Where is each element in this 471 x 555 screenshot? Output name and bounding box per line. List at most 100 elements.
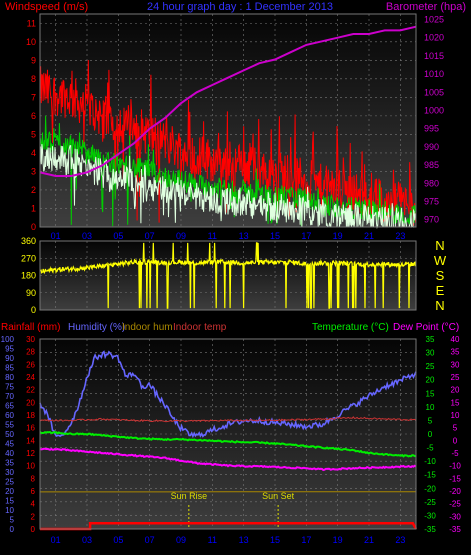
x-tick-label: 01 <box>51 535 61 545</box>
barometer-ticks: 970 975 980 985 990 995 1000 1005 1010 1015 1020 10… <box>424 14 444 224</box>
direction-panel-frame <box>39 240 417 311</box>
y-tick-label: 3 <box>31 166 36 176</box>
y-tick-label: 16 <box>26 424 35 433</box>
y-tick-label: 970 <box>424 215 439 225</box>
y-tick-label: 5 <box>453 424 458 433</box>
y-tick-label: -20 <box>449 487 461 496</box>
y-tick-label: 10 <box>5 506 14 515</box>
windspeed-ticks: 0 1 2 3 4 5 6 7 8 9 10 11 <box>26 18 36 232</box>
y-tick-label: 980 <box>424 178 439 188</box>
y-tick-label: 50 <box>5 430 14 439</box>
y-tick-label: 4 <box>31 148 36 158</box>
x-tick-label: 23 <box>395 535 405 545</box>
y-tick-label: 6 <box>31 487 36 496</box>
y-tick-label: 8 <box>31 74 36 84</box>
x-tick-label: 15 <box>270 535 280 545</box>
x-tick-label: 15 <box>270 231 280 241</box>
y-tick-label: 11 <box>27 18 36 28</box>
y-tick-label: 85 <box>5 364 14 373</box>
y-tick-label: 10 <box>26 462 35 471</box>
humidity-ticks: 0510152025303540455055606570758085909510… <box>1 335 15 534</box>
barometer-axis-title: Barometer (hpa) <box>386 1 466 13</box>
y-tick-label: 6 <box>31 111 36 121</box>
y-tick-label: 25 <box>5 478 14 487</box>
y-tick-label: 35 <box>5 459 14 468</box>
compass-label: S <box>436 268 445 283</box>
wind-x-ticks: 01 03 05 07 09 11 13 15 17 19 21 23 <box>51 231 406 241</box>
y-tick-label: 1 <box>31 203 36 213</box>
y-tick-label: -10 <box>449 462 461 471</box>
y-tick-label: 1010 <box>424 69 444 79</box>
y-tick-label: 24 <box>26 373 35 382</box>
y-tick-label: 20 <box>26 398 35 407</box>
compass-label: N <box>435 298 444 313</box>
y-tick-label: 0 <box>453 436 458 445</box>
y-tick-label: 80 <box>5 373 14 382</box>
y-tick-label: 360 <box>21 236 36 246</box>
y-tick-label: -5 <box>426 444 434 453</box>
y-tick-label: 14 <box>26 436 35 445</box>
y-tick-label: 985 <box>424 160 439 170</box>
y-tick-label: 1000 <box>424 105 444 115</box>
series-light <box>39 144 417 229</box>
y-tick-label: 990 <box>424 142 439 152</box>
temp-panel-frame <box>39 338 417 530</box>
y-tick-label: 30 <box>26 335 35 344</box>
x-tick-label: 09 <box>176 231 186 241</box>
series-dew <box>39 447 417 472</box>
y-tick-label: 270 <box>21 253 36 263</box>
windspeed-axis-title: Windspeed (m/s) <box>5 1 88 13</box>
series-intemp <box>39 416 417 423</box>
compass-label: E <box>436 283 445 298</box>
direction-grid <box>40 240 416 311</box>
y-tick-label: 40 <box>451 335 460 344</box>
series-dir <box>39 242 417 309</box>
indoor-hum-label: Indoor hum <box>122 322 173 333</box>
y-tick-label: 60 <box>5 411 14 420</box>
y-tick-label: 30 <box>451 360 460 369</box>
y-tick-label: 975 <box>424 197 439 207</box>
y-tick-label: 8 <box>31 474 36 483</box>
compass-label: N <box>435 238 444 253</box>
x-tick-label: 17 <box>301 535 311 545</box>
y-tick-label: 75 <box>5 383 14 392</box>
y-tick-label: 18 <box>26 411 35 420</box>
y-tick-label: 15 <box>426 389 435 398</box>
y-tick-label: 2 <box>31 185 36 195</box>
y-tick-label: 20 <box>5 487 14 496</box>
dewpoint-ticks: -35 -30 -25 -20 -15 -10 -5 0 5 10 15 20 25 30 35 40 <box>449 335 461 534</box>
series-gust <box>39 59 417 227</box>
y-tick-label: -5 <box>451 449 459 458</box>
y-tick-label: 0 <box>10 525 15 534</box>
dewpoint-axis-title: Dew Point (°C) <box>393 322 459 333</box>
series-hum <box>39 350 417 439</box>
y-tick-label: -25 <box>424 498 436 507</box>
y-tick-label: 55 <box>5 421 14 430</box>
x-tick-label: 09 <box>176 535 186 545</box>
x-tick-label: 19 <box>333 231 343 241</box>
y-tick-label: 1025 <box>424 14 444 24</box>
chart-title: 24 hour graph day : 1 December 2013 <box>147 1 333 13</box>
compass-label: W <box>434 253 447 268</box>
temp-panel <box>40 339 416 529</box>
temp-x-ticks: 01 03 05 07 09 11 13 15 17 19 21 23 <box>51 535 406 545</box>
y-tick-label: 95 <box>5 345 14 354</box>
y-tick-label: 30 <box>426 349 435 358</box>
sun-markers: Sun Rise Sun Set <box>171 491 295 529</box>
sun-marker-label: Sun Set <box>262 491 295 501</box>
wind-panel-frame <box>39 13 417 228</box>
y-tick-label: 70 <box>5 392 14 401</box>
series-temp <box>39 430 417 458</box>
x-tick-label: 17 <box>301 231 311 241</box>
sun-marker-label: Sun Rise <box>171 491 208 501</box>
y-tick-label: 0 <box>31 525 36 534</box>
y-tick-label: 1020 <box>424 33 444 43</box>
x-tick-label: 05 <box>113 535 123 545</box>
x-tick-label: 11 <box>208 231 217 241</box>
y-tick-label: 30 <box>5 468 14 477</box>
x-tick-label: 07 <box>145 535 155 545</box>
y-tick-label: -20 <box>424 484 436 493</box>
